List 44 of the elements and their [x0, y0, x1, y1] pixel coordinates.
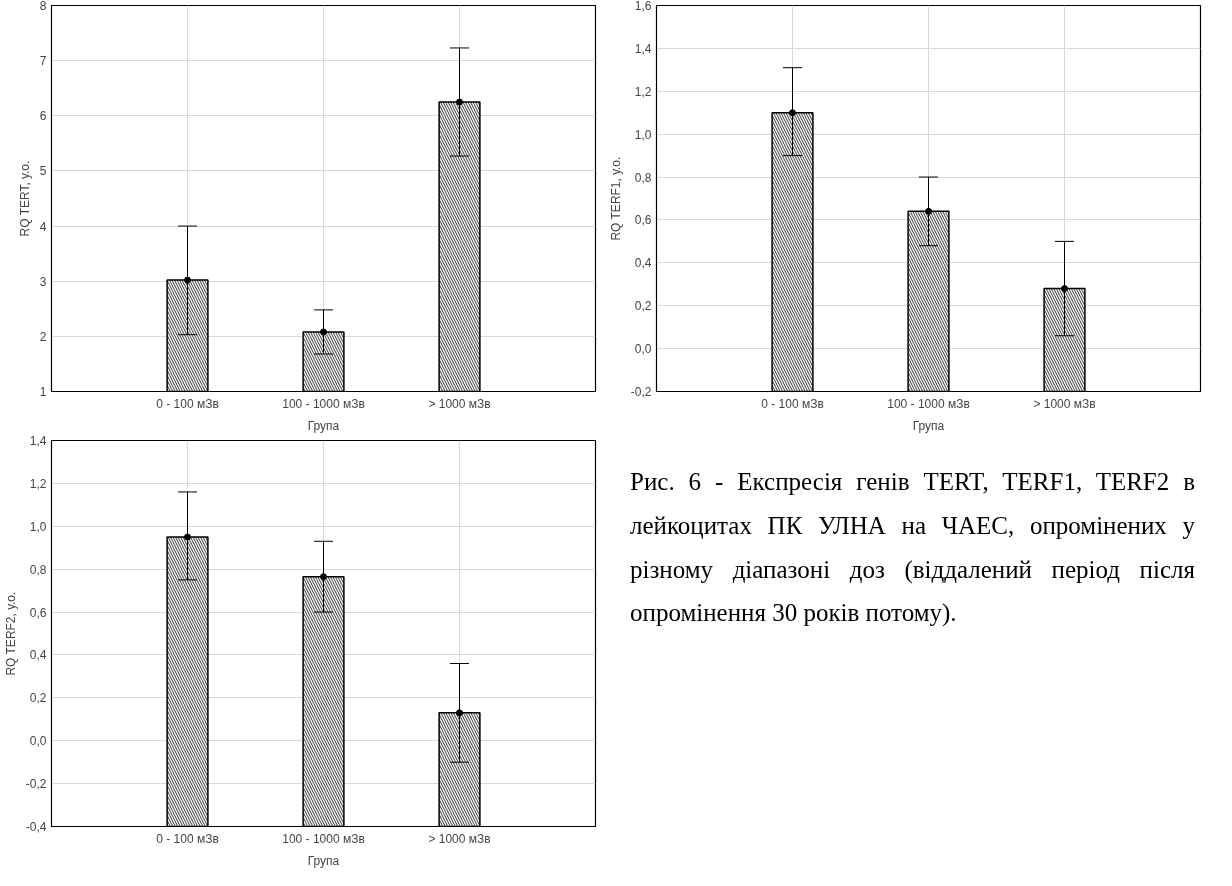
x-axis-title: Група [912, 418, 945, 433]
y-tick-label: 1,6 [634, 0, 652, 13]
x-tick-label: 100 - 1000 мЗв [887, 396, 970, 411]
y-tick-label: 4 [39, 219, 47, 234]
x-tick-label: > 1000 мЗв [428, 831, 491, 846]
x-axis-title: Група [307, 853, 340, 868]
y-tick-label: 1,4 [634, 41, 652, 56]
y-tick-label: 0,4 [634, 256, 652, 271]
y-tick-label: 1,0 [634, 127, 652, 142]
x-tick-label: 0 - 100 мЗв [761, 396, 824, 411]
y-tick-label: 0,6 [634, 213, 652, 228]
y-tick-label: -0,2 [630, 385, 652, 399]
y-tick-label: 2 [39, 329, 47, 344]
y-tick-label: 0,0 [634, 342, 652, 357]
y-tick-label: 8 [39, 0, 47, 13]
text: Рис. 6 - Експресія генів TERT, TERF1, TERF2 в лейкоцитах ПК УЛНА на ЧАЕС, опромінених у різному діапазоні доз (віддалений період після опромінення 30 років потому). [629, 467, 1196, 629]
x-tick-label: > 1000 мЗв [428, 396, 491, 411]
y-tick-label: 0,8 [29, 562, 47, 577]
y-tick-label: 7 [39, 54, 47, 69]
y-tick-label: 1,4 [29, 434, 47, 448]
x-tick-label: 0 - 100 мЗв [156, 396, 219, 411]
x-axis-title: Група [307, 418, 340, 433]
y-tick-label: 0,0 [29, 734, 47, 749]
y-axis-title: RQ TERF1, у.о. [608, 156, 623, 241]
y-tick-label: -0,2 [25, 777, 47, 792]
x-tick-label: 0 - 100 мЗв [156, 831, 219, 846]
x-tick-label: > 1000 мЗв [1033, 396, 1096, 411]
y-tick-label: 0,6 [29, 605, 47, 620]
y-tick-label: 0,2 [29, 691, 47, 706]
y-tick-label: 1,2 [634, 84, 652, 99]
y-tick-label: 3 [39, 274, 47, 289]
y-tick-label: 1,0 [29, 519, 47, 534]
y-tick-label: -0,4 [25, 820, 47, 834]
y-tick-label: 0,2 [634, 299, 652, 314]
y-axis-title: RQ TERT, у.о. [17, 160, 32, 237]
y-tick-label: 0,8 [634, 170, 652, 185]
y-axis-title: RQ TERF2, у.о. [3, 591, 18, 676]
x-tick-label: 100 - 1000 мЗв [282, 831, 365, 846]
y-tick-label: 5 [39, 164, 47, 179]
y-tick-label: 0,4 [29, 648, 47, 663]
y-tick-label: 1,2 [29, 476, 47, 491]
x-tick-label: 100 - 1000 мЗв [282, 396, 365, 411]
y-tick-label: 1 [39, 385, 47, 399]
y-tick-label: 6 [39, 109, 47, 124]
